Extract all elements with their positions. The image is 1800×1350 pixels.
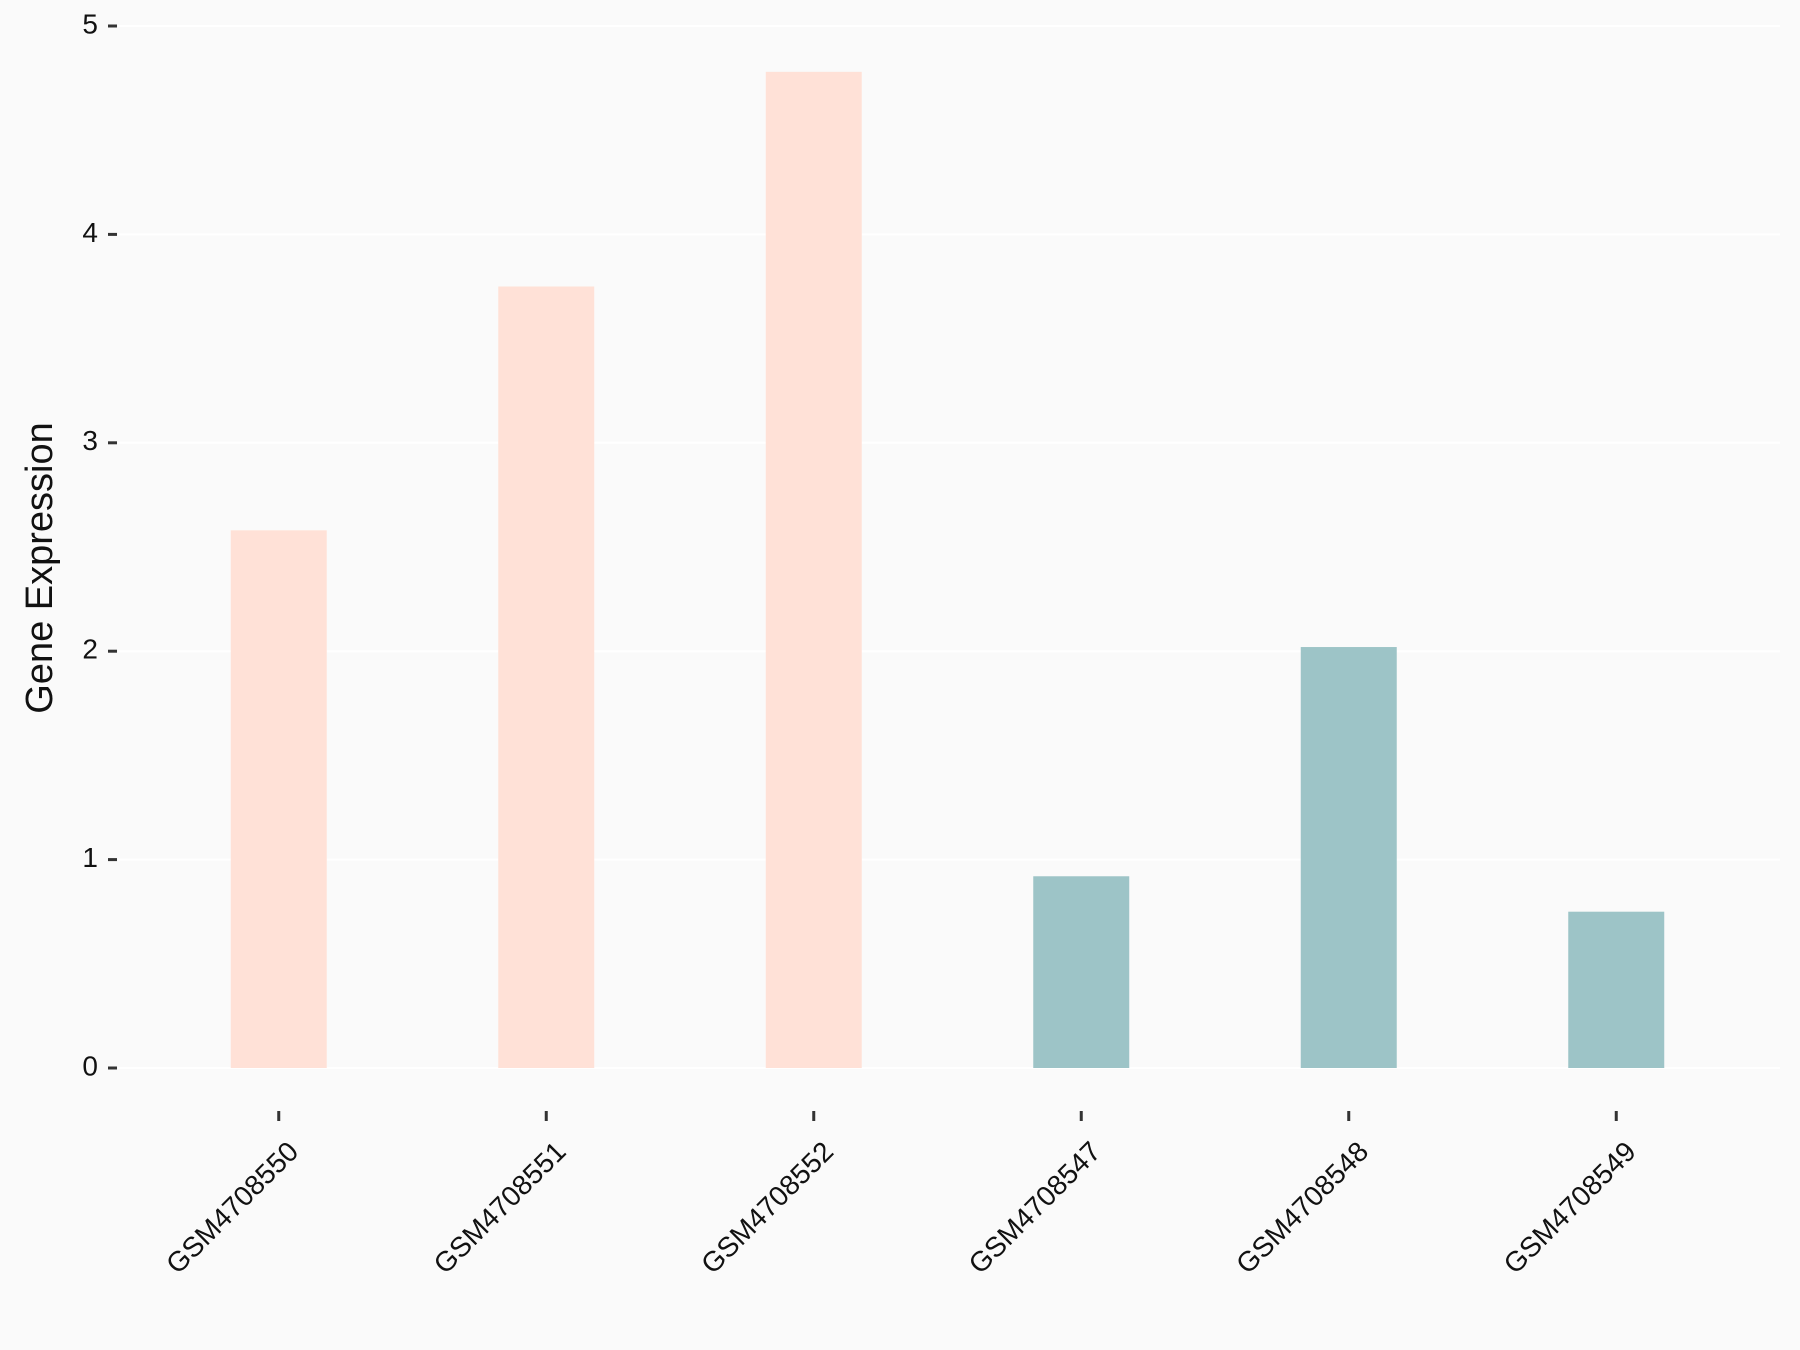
y-tick-label: 2 — [82, 634, 98, 665]
y-axis-title: Gene Expression — [19, 422, 61, 714]
y-tick-label: 0 — [82, 1050, 98, 1081]
bar — [498, 286, 595, 1068]
bar — [1033, 876, 1130, 1068]
y-tick-label: 3 — [82, 425, 98, 456]
y-tick-label: 5 — [82, 8, 98, 39]
bar — [765, 71, 862, 1068]
bar — [230, 530, 327, 1068]
y-tick-label: 1 — [82, 842, 98, 873]
bar — [1568, 911, 1665, 1068]
y-tick-label: 4 — [82, 217, 98, 248]
bar — [1300, 647, 1397, 1068]
